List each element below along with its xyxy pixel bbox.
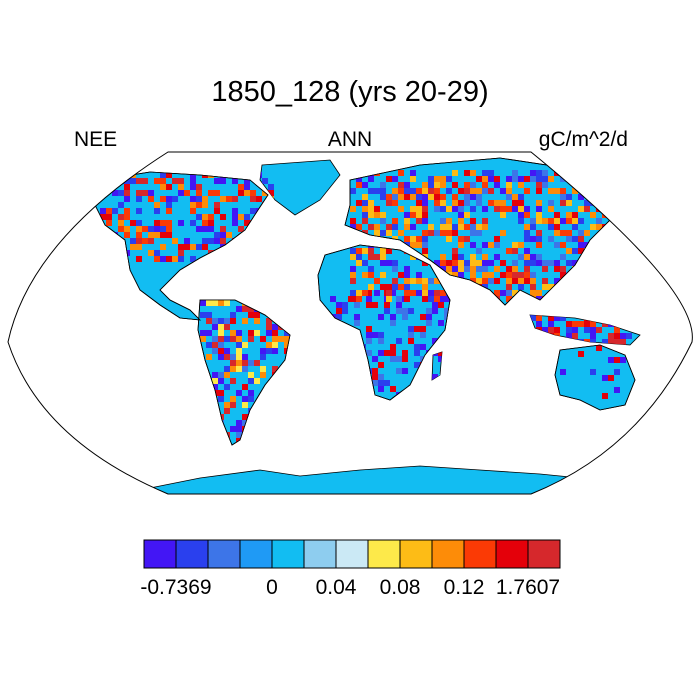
colorbar-box	[207, 539, 241, 569]
colorbar-tick-label: 1.7607	[496, 576, 560, 599]
colorbar-box	[367, 539, 401, 569]
australia	[554, 344, 636, 411]
plot-title: 1850_128 (yrs 20-29)	[211, 76, 489, 108]
colorbar-box	[495, 539, 529, 569]
colorbar-box	[239, 539, 273, 569]
new-zealand	[647, 401, 666, 432]
variable-label: NEE	[74, 128, 118, 151]
map-frame	[7, 151, 693, 495]
colorbar-box	[271, 539, 305, 569]
colorbar-box	[527, 539, 561, 569]
colorbar-box	[399, 539, 433, 569]
colorbar-tick-labels: -0.7369 0 0.04 0.08 0.12 1.7607	[140, 576, 560, 599]
antarctica	[139, 465, 581, 494]
colorbar-box	[463, 539, 497, 569]
period-label: ANN	[327, 128, 373, 151]
land-masses	[94, 157, 666, 494]
colorbar-tick-label: -0.7369	[140, 576, 211, 599]
units-label: gC/m^2/d	[538, 128, 628, 151]
colorbar-box	[335, 539, 369, 569]
colorbar-box	[431, 539, 465, 569]
colorbar	[143, 539, 561, 569]
colorbar-box	[303, 539, 337, 569]
colorbar-tick-label: 0.12	[444, 576, 485, 599]
colorbar-box	[175, 539, 209, 569]
colorbar-tick-label: 0.04	[316, 576, 357, 599]
colorbar-tick-label: 0.08	[380, 576, 421, 599]
colorbar-box	[143, 539, 177, 569]
colorbar-tick-label: 0	[266, 576, 278, 599]
